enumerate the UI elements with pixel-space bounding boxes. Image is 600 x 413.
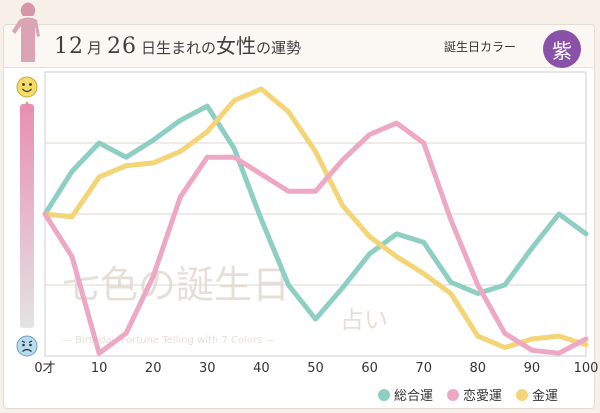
x-tick-label: 70 — [415, 361, 432, 376]
worried-face-icon — [16, 335, 38, 357]
day-number: 26 — [107, 34, 138, 59]
smile-face-icon — [16, 76, 38, 98]
mood-scale — [20, 101, 34, 328]
legend-item-love: 恋愛運 — [447, 385, 502, 404]
legend-swatch — [447, 388, 460, 401]
watermark-subtitle: 占い — [340, 306, 388, 334]
series-lines — [42, 86, 589, 356]
title-emphasis: 女性 — [216, 34, 257, 58]
birthday-color-badge: 紫 — [543, 30, 581, 68]
grid-lines — [45, 142, 586, 286]
x-tick-label: 50 — [307, 361, 324, 376]
x-tick-label: 100 — [574, 361, 599, 376]
x-tick-label: 80 — [470, 361, 487, 376]
watermark: 七色の誕生日 占い — Birthday Fortune Telling wit… — [62, 263, 388, 346]
series-line-0 — [42, 103, 589, 322]
legend-swatch — [378, 388, 390, 401]
title-text-2: の運勢 — [256, 39, 302, 57]
x-tick-label: 40 — [253, 361, 270, 376]
chart-legend: 総合運 恋愛運 金運 — [378, 385, 558, 404]
title-text-1: 日生まれの — [141, 39, 217, 57]
legend-swatch — [516, 388, 529, 401]
birthday-color-label: 誕生日カラー — [444, 40, 517, 54]
x-tick-label: 0才 — [34, 361, 55, 376]
watermark-title: 七色の誕生日 — [62, 263, 290, 307]
watermark-tagline: — Birthday Fortune Telling with 7 Colors… — [62, 335, 276, 346]
x-tick-label: 30 — [199, 361, 216, 376]
header-bar — [3, 24, 595, 68]
x-axis-ticks: 0才 10 20 30 40 50 60 70 80 90 100 — [34, 361, 598, 376]
series-line-2 — [42, 86, 589, 350]
mood-arrow-head — [20, 101, 34, 112]
x-tick-label: 60 — [361, 361, 378, 376]
woman-silhouette-icon — [12, 2, 40, 62]
legend-item-money: 金運 — [516, 385, 558, 404]
legend-label: 恋愛運 — [463, 389, 503, 404]
month-number: 12 — [54, 34, 84, 59]
legend-label: 金運 — [532, 389, 559, 404]
legend-item-general: 総合運 — [378, 385, 433, 404]
series-line-1 — [42, 120, 589, 356]
x-tick-label: 90 — [524, 361, 541, 376]
legend-label: 総合運 — [394, 389, 434, 404]
month-unit: 月 — [87, 39, 103, 57]
mood-gradient-bar — [20, 104, 34, 328]
x-tick-label: 10 — [91, 361, 108, 376]
page-title: 12 月 26 日生まれの 女性 の運勢 — [54, 30, 301, 64]
x-tick-label: 20 — [145, 361, 162, 376]
